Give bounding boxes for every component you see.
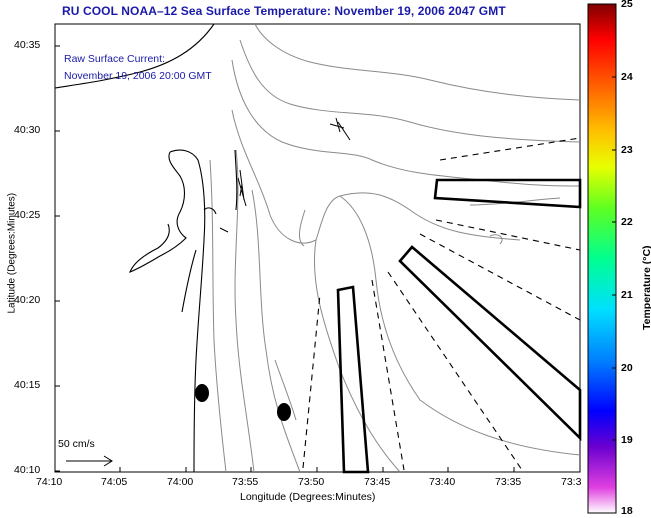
radar-site-marker bbox=[277, 403, 291, 421]
colorbar-tick-label: 25 bbox=[621, 0, 633, 10]
x-tick-label: 73:45 bbox=[364, 476, 391, 488]
scale-arrow bbox=[66, 455, 113, 467]
y-tick-label: 40:35 bbox=[14, 39, 41, 51]
colorbar-tick-label: 18 bbox=[621, 505, 633, 517]
colorbar-tick-label: 24 bbox=[621, 71, 633, 83]
y-tick-label: 40:30 bbox=[14, 124, 41, 136]
x-tick-label: 74:05 bbox=[101, 476, 128, 488]
figure-title: RU COOL NOAA–12 Sea Surface Temperature:… bbox=[62, 4, 506, 18]
y-tick-label: 40:10 bbox=[14, 464, 41, 476]
current-vectors bbox=[219, 117, 351, 233]
y-tick-marks bbox=[55, 45, 60, 472]
x-tick-label: 73:50 bbox=[298, 476, 325, 488]
x-tick-label: 73:35 bbox=[495, 476, 522, 488]
legend-current-label: Raw Surface Current: bbox=[64, 53, 165, 65]
x-tick-label: 74:10 bbox=[36, 476, 63, 488]
colorbar-label: Temperature (°C) bbox=[641, 245, 651, 330]
y-tick-label: 40:20 bbox=[14, 294, 41, 306]
colorbar bbox=[587, 3, 617, 514]
legend-current-time: November 19, 2006 20:00 GMT bbox=[64, 70, 212, 82]
x-axis-label: Longitude (Degrees:Minutes) bbox=[240, 491, 376, 503]
scale-label: 50 cm/s bbox=[58, 438, 95, 450]
survey-boxes bbox=[336, 178, 582, 474]
x-tick-label: 74:00 bbox=[167, 476, 194, 488]
colorbar-tick-label: 23 bbox=[621, 144, 633, 156]
radar-beams bbox=[302, 137, 581, 471]
x-tick-label: 73:55 bbox=[232, 476, 259, 488]
colorbar-tick-label: 22 bbox=[621, 216, 633, 228]
coastline bbox=[54, 23, 238, 473]
x-tick-marks bbox=[54, 467, 515, 472]
radar-site-marker bbox=[195, 384, 209, 402]
colorbar-tick-marks bbox=[612, 76, 616, 441]
colorbar-tick-label: 20 bbox=[621, 362, 633, 374]
x-tick-label: 73:40 bbox=[429, 476, 456, 488]
y-tick-label: 40:15 bbox=[14, 379, 41, 391]
plot-frame bbox=[54, 23, 581, 473]
x-tick-label: 73:3 bbox=[561, 476, 582, 488]
colorbar-tick-label: 19 bbox=[621, 434, 633, 446]
colorbar-tick-label: 21 bbox=[621, 289, 633, 301]
y-tick-label: 40:25 bbox=[14, 209, 41, 221]
